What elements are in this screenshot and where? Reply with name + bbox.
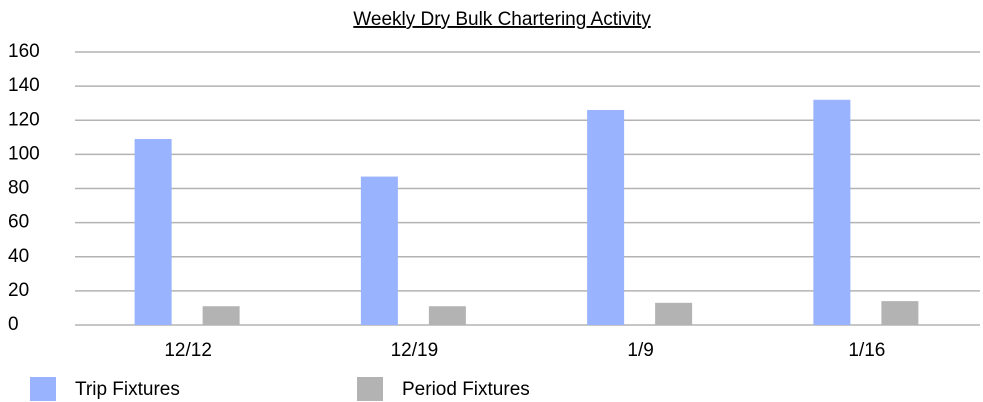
bar <box>202 306 240 325</box>
x-tick-label: 12/12 <box>164 340 212 361</box>
y-tick-label: 80 <box>8 178 29 199</box>
x-tick-label: 12/19 <box>391 340 439 361</box>
y-tick-label: 0 <box>8 314 19 335</box>
bar <box>360 176 398 325</box>
y-tick-label: 40 <box>8 246 29 267</box>
legend-swatch <box>357 377 383 401</box>
legend-label: Period Fixtures <box>402 379 530 400</box>
x-tick-label: 1/9 <box>627 340 653 361</box>
y-tick-label: 20 <box>8 280 29 301</box>
y-tick-label: 160 <box>8 41 40 62</box>
legend-label: Trip Fixtures <box>75 379 180 400</box>
bar <box>134 139 172 325</box>
legend-swatch <box>30 377 56 401</box>
bar <box>655 302 693 325</box>
chart-title: Weekly Dry Bulk Chartering Activity <box>353 9 651 30</box>
y-tick-label: 100 <box>8 143 40 164</box>
bar <box>881 301 919 325</box>
y-tick-label: 140 <box>8 75 40 96</box>
x-tick-label: 1/16 <box>848 340 885 361</box>
bar <box>587 110 625 325</box>
y-tick-label: 60 <box>8 212 29 233</box>
bar <box>428 306 466 325</box>
y-tick-label: 120 <box>8 109 40 130</box>
bar <box>813 99 851 326</box>
